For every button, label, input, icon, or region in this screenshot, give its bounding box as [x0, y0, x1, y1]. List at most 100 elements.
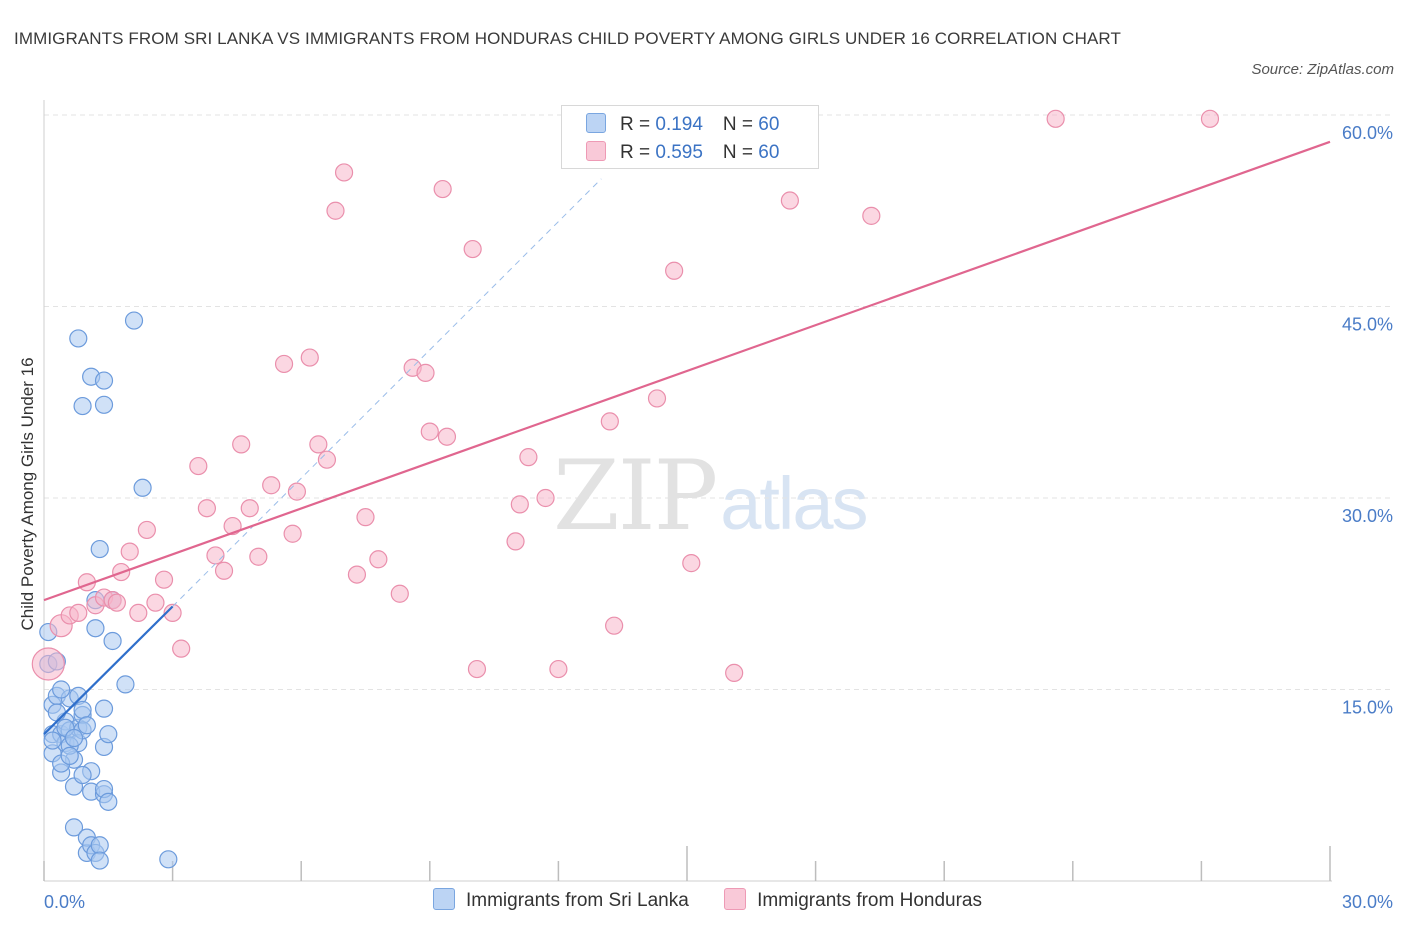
- honduras-point: [390, 584, 409, 603]
- honduras-point: [416, 363, 435, 382]
- legend-n-label: N =: [722, 142, 759, 163]
- honduras-point: [262, 476, 281, 495]
- legend-swatch-honduras: [586, 141, 606, 161]
- honduras-point: [600, 412, 619, 431]
- honduras-point: [463, 239, 482, 259]
- legend-item-honduras[interactable]: Immigrants from Honduras: [724, 888, 982, 912]
- sri-lanka-point: [73, 700, 92, 720]
- sri-lanka-point: [64, 818, 84, 837]
- sri-lanka-point: [86, 619, 105, 638]
- honduras-point: [214, 561, 234, 580]
- watermark-atlas: atlas: [720, 462, 868, 545]
- watermark: ZIPatlas: [553, 440, 869, 552]
- chart-title: IMMIGRANTS FROM SRI LANKA VS IMMIGRANTS …: [14, 29, 1121, 48]
- y-tick-label: 15.0%: [1342, 698, 1393, 718]
- legend-swatch-sri-lanka: [586, 113, 606, 133]
- sri-lanka-point: [47, 703, 66, 722]
- sri-lanka-point: [124, 311, 144, 330]
- legend-row-honduras: R = 0.595 N = 60: [586, 141, 779, 165]
- series-honduras-points: [31, 109, 1220, 683]
- legend-r-label: R =: [620, 142, 656, 163]
- honduras-point: [283, 524, 302, 543]
- trend-line-sri-lanka-extension: [172, 178, 602, 607]
- trend-line-honduras: [43, 140, 1331, 602]
- sri-lanka-point: [43, 731, 62, 750]
- honduras-point: [240, 499, 259, 518]
- axes: [43, 100, 1332, 882]
- x-tick-label-max: 30.0%: [1342, 892, 1393, 912]
- honduras-point: [287, 482, 307, 501]
- honduras-point: [420, 422, 439, 441]
- honduras-point: [437, 427, 457, 446]
- sri-lanka-point: [94, 395, 114, 414]
- sri-lanka-point: [103, 631, 122, 651]
- sri-lanka-point: [94, 371, 114, 390]
- honduras-point: [249, 547, 268, 566]
- sri-lanka-point: [99, 725, 118, 744]
- legend-n-value: 60: [758, 114, 780, 135]
- honduras-point: [120, 542, 139, 561]
- honduras-point: [326, 201, 345, 220]
- x-tick-label-min: 0.0%: [44, 892, 85, 912]
- honduras-point: [206, 546, 225, 565]
- honduras-point: [467, 659, 487, 679]
- honduras-point: [189, 456, 208, 476]
- honduras-point: [725, 663, 744, 683]
- honduras-point: [433, 179, 452, 199]
- watermark-zip: ZIP: [553, 440, 718, 552]
- honduras-point: [163, 603, 182, 623]
- sri-lanka-point: [133, 478, 152, 497]
- gridlines: [44, 114, 1390, 690]
- sri-lanka-point: [99, 792, 118, 811]
- legend-swatch-sri-lanka: [433, 888, 455, 910]
- sri-lanka-point: [73, 396, 92, 416]
- honduras-point: [146, 593, 165, 612]
- honduras-point: [347, 565, 367, 584]
- honduras-point: [31, 647, 65, 681]
- legend-row-sri-lanka: R = 0.194 N = 60: [586, 113, 779, 137]
- sri-lanka-point: [94, 699, 114, 718]
- sri-lanka-point: [90, 836, 109, 855]
- legend-item-sri-lanka[interactable]: Immigrants from Sri Lanka: [433, 888, 689, 912]
- honduras-point: [274, 354, 294, 374]
- y-axis-label: Child Poverty Among Girls Under 16: [18, 357, 37, 630]
- honduras-point: [605, 616, 624, 635]
- sri-lanka-point: [159, 850, 178, 869]
- sri-lanka-point: [77, 716, 96, 735]
- honduras-point: [549, 659, 568, 679]
- sri-lanka-point: [52, 680, 71, 699]
- sri-lanka-point: [64, 728, 84, 748]
- honduras-point: [682, 554, 701, 573]
- honduras-point: [510, 495, 529, 514]
- legend-n-value: 60: [758, 142, 780, 163]
- tick-labels: 15.0% 30.0% 45.0% 60.0% 0.0% 30.0%: [44, 123, 1393, 912]
- honduras-point: [309, 435, 328, 454]
- honduras-point: [356, 508, 375, 527]
- honduras-point: [107, 593, 126, 612]
- trend-lines: [43, 140, 1331, 735]
- honduras-point: [1046, 109, 1065, 128]
- honduras-point: [780, 191, 799, 210]
- sri-lanka-point: [116, 675, 135, 694]
- honduras-point: [172, 639, 191, 658]
- y-tick-label: 30.0%: [1342, 506, 1393, 526]
- sri-lanka-point: [60, 746, 79, 765]
- legend-r-value: 0.194: [655, 114, 703, 135]
- honduras-point: [154, 570, 174, 589]
- honduras-point: [137, 520, 156, 540]
- sri-lanka-point: [90, 851, 109, 870]
- honduras-point: [369, 550, 388, 569]
- honduras-point: [232, 435, 251, 454]
- legend-n-label: N =: [722, 114, 759, 135]
- honduras-point: [300, 348, 319, 367]
- legend-r-label: R =: [620, 114, 656, 135]
- honduras-point: [519, 448, 538, 467]
- honduras-point: [506, 532, 525, 551]
- source-label: Source: ZipAtlas.com: [1251, 61, 1394, 78]
- sri-lanka-point: [69, 329, 88, 348]
- correlation-legend: R = 0.194 N = 60 R = 0.595 N = 60: [561, 105, 819, 169]
- sri-lanka-point: [73, 765, 92, 785]
- honduras-point: [1200, 109, 1220, 128]
- legend-label-honduras: Immigrants from Honduras: [757, 890, 982, 911]
